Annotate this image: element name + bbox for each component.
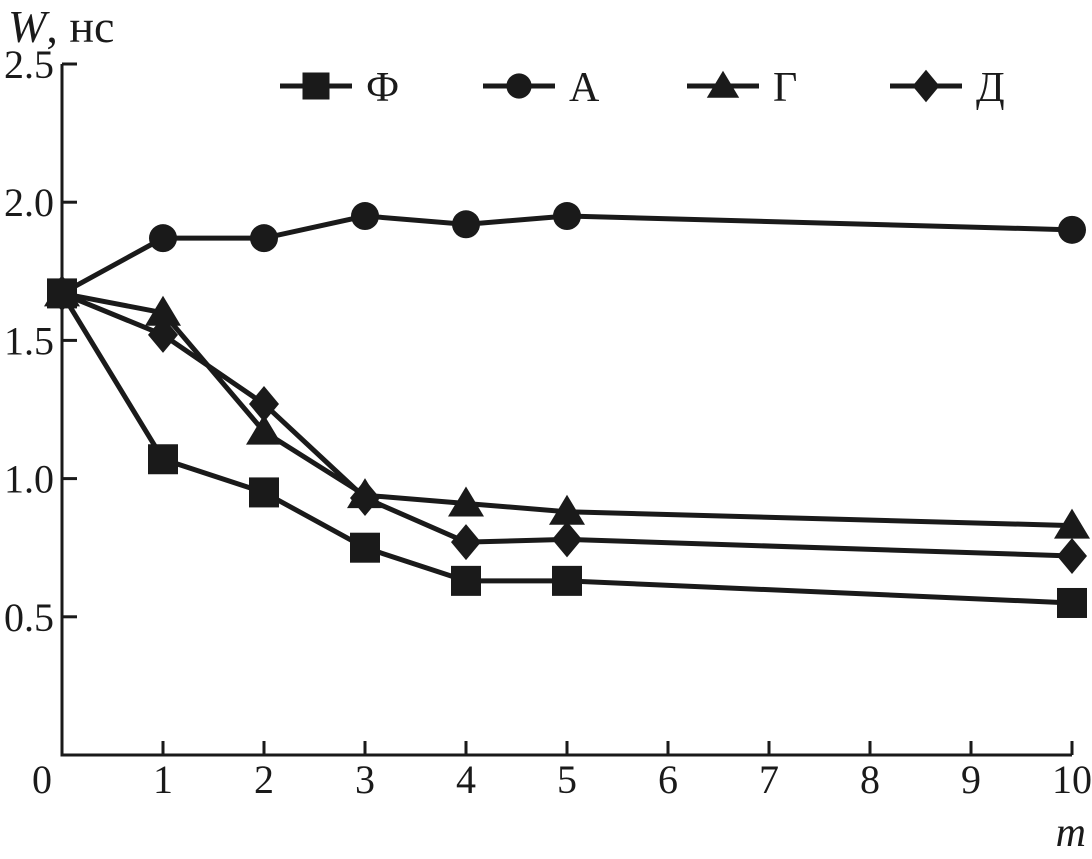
circle-marker bbox=[1058, 215, 1086, 244]
triangle-marker bbox=[549, 494, 585, 525]
y-axis-title-unit: , нс bbox=[46, 1, 114, 52]
axes: 0.5 1.0 1.5 2.0 2.5 0 1 2 3 4 5 6 7 8 9 10 bbox=[4, 42, 1092, 802]
diamond-marker bbox=[912, 69, 940, 103]
x-tick-label: 10 bbox=[1052, 757, 1092, 802]
x-tick-label: 5 bbox=[557, 757, 577, 802]
triangle-marker bbox=[448, 486, 484, 517]
series-group bbox=[44, 202, 1090, 618]
legend-item-Ф: Ф bbox=[280, 65, 399, 111]
x-tick-label: 7 bbox=[759, 757, 779, 802]
diamond-marker bbox=[1057, 537, 1087, 574]
circle-marker bbox=[452, 210, 480, 239]
circle-marker bbox=[351, 202, 379, 231]
triangle-marker bbox=[1054, 508, 1090, 539]
triangle-marker bbox=[145, 295, 181, 326]
legend-item-Г: Г bbox=[687, 65, 797, 111]
x-tick-label: 1 bbox=[153, 757, 173, 802]
y-tick-label: 0.5 bbox=[4, 595, 54, 640]
square-marker bbox=[249, 477, 279, 508]
x-axis-title: m bbox=[1056, 810, 1086, 856]
square-marker bbox=[552, 565, 582, 596]
triangle-marker bbox=[246, 414, 282, 445]
x-tick-label: 0 bbox=[32, 757, 52, 802]
square-marker bbox=[302, 72, 330, 100]
legend-label: А bbox=[569, 65, 600, 111]
y-axis-title: W, нс bbox=[8, 1, 114, 52]
y-tick-label: 2.0 bbox=[4, 180, 54, 225]
y-tick-label: 2.5 bbox=[4, 42, 54, 87]
y-tick-label: 1.5 bbox=[4, 318, 54, 363]
triangle-marker bbox=[706, 70, 740, 98]
axis-lines bbox=[60, 64, 1072, 757]
diamond-marker bbox=[148, 316, 178, 353]
x-tick-label: 9 bbox=[961, 757, 981, 802]
x-tick-label: 8 bbox=[860, 757, 880, 802]
diamond-marker bbox=[350, 479, 380, 516]
circle-marker bbox=[553, 202, 581, 231]
diamond-marker bbox=[552, 521, 582, 558]
legend-label: Г bbox=[773, 65, 797, 111]
x-tick-label: 2 bbox=[254, 757, 274, 802]
square-marker bbox=[148, 444, 178, 475]
circle-marker bbox=[506, 73, 532, 99]
diamond-marker bbox=[451, 524, 481, 561]
square-marker bbox=[1057, 587, 1087, 618]
legend-label: Д bbox=[976, 65, 1005, 111]
series-line-Г bbox=[61, 290, 1073, 529]
square-marker bbox=[451, 565, 481, 596]
x-tick-label: 6 bbox=[658, 757, 678, 802]
legend-item-А: А bbox=[483, 65, 600, 111]
y-axis-title-variable: W bbox=[8, 1, 50, 52]
legend-item-Д: Д bbox=[890, 65, 1005, 111]
diamond-marker bbox=[249, 385, 279, 422]
circle-marker bbox=[149, 224, 177, 253]
y-tick-label: 1.0 bbox=[4, 457, 54, 502]
x-tick-label: 3 bbox=[355, 757, 375, 802]
square-marker bbox=[47, 278, 77, 309]
legend-label: Ф bbox=[366, 65, 399, 111]
circle-marker bbox=[250, 224, 278, 253]
square-marker bbox=[350, 532, 380, 563]
x-tick-label: 4 bbox=[456, 757, 476, 802]
